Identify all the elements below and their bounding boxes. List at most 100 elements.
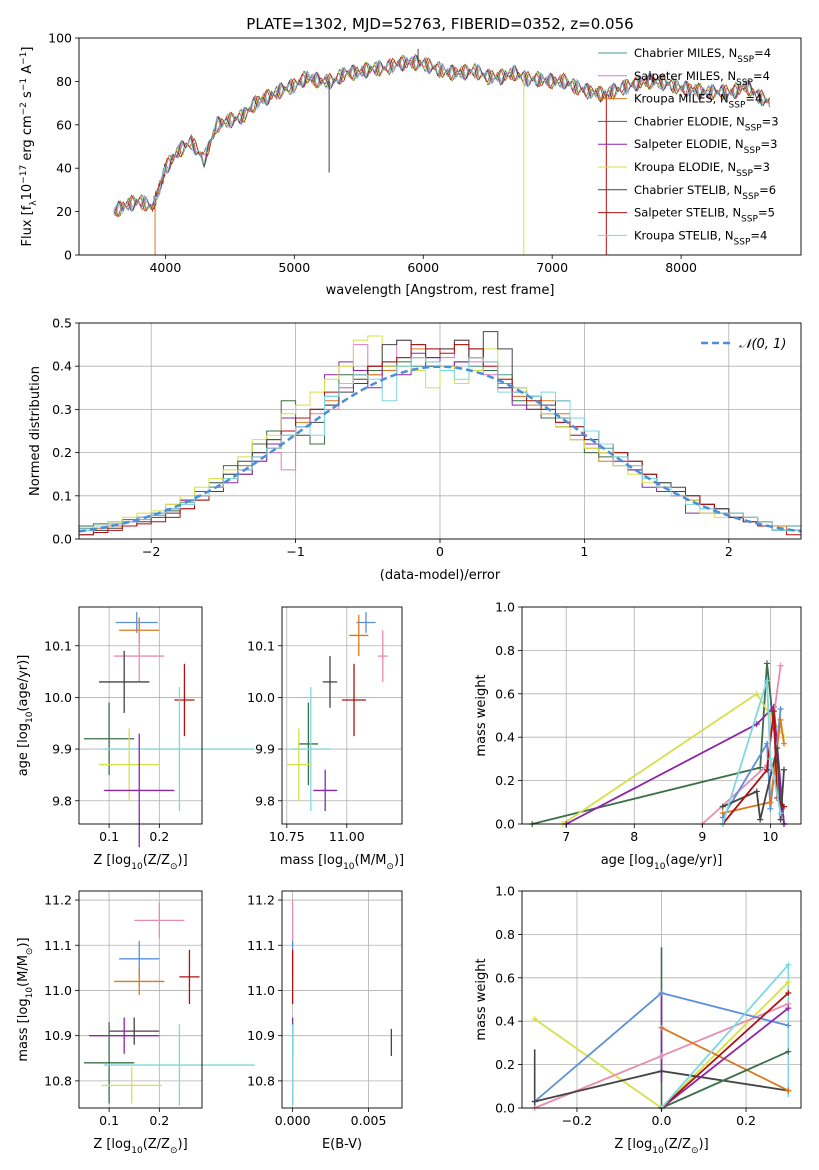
weight-point-marker — [763, 766, 770, 773]
y-tick-label: 0.2 — [495, 773, 515, 788]
label-part: SSP — [734, 237, 751, 247]
spectrum-series-line — [113, 56, 771, 217]
label-part: Z [log — [614, 1137, 652, 1152]
x-axis-label: age [log10(age/yr)] — [601, 853, 723, 872]
chart-title: PLATE=1302, MJD=52763, FIBERID=0352, z=0… — [246, 15, 633, 33]
weight-series-line — [531, 663, 785, 825]
x-tick-label: 2 — [725, 544, 733, 559]
spectrum-series-line — [113, 54, 771, 214]
x-tick-label: 11.00 — [329, 829, 365, 844]
weight-point-marker — [531, 1016, 538, 1023]
axes-frame — [521, 606, 802, 825]
label-part: )] — [178, 853, 188, 868]
gaussian-curve — [78, 365, 802, 533]
x-tick-label: −0.2 — [562, 1113, 592, 1128]
weight-point-marker — [753, 690, 760, 697]
weight-point-marker — [757, 816, 764, 823]
weight-point-marker — [757, 764, 764, 771]
y-tick-label: 20 — [56, 204, 72, 219]
legend-label: Chabrier STELIB, NSSP=6 — [634, 183, 776, 202]
y-tick-label: 11.2 — [247, 893, 275, 908]
x-tick-label: 8 — [630, 829, 638, 844]
label-part: (M/M — [16, 955, 31, 987]
label-part: −1 — [19, 52, 29, 65]
age-vs-Z-panel: 0.1 0.29.89.910.010.1Z [log10(Z/Z⊙)]age [… — [16, 606, 255, 872]
histogram-series — [78, 357, 802, 539]
label-part: =4 — [750, 228, 767, 242]
weight-point-marker — [777, 662, 784, 669]
weight-point-marker — [777, 705, 784, 712]
weight-series-line — [660, 992, 789, 1109]
x-tick-label: 0.2 — [149, 829, 169, 844]
weight-point-marker — [753, 721, 760, 728]
y-axis-label: Flux [fλ10−17 erg cm−2 s−1 A−1] — [19, 47, 39, 247]
y-axis-label: mass weight — [474, 958, 489, 1040]
weight-point-marker — [658, 1052, 665, 1059]
x-tick-label: 7 — [562, 829, 570, 844]
label-part: =6 — [759, 183, 776, 197]
x-axis-label: (data-model)/error — [380, 568, 501, 583]
weight-point-marker — [785, 989, 792, 996]
weight-point-marker — [719, 803, 726, 810]
label-part: erg cm — [20, 115, 35, 164]
x-tick-label: 0.005 — [351, 1113, 387, 1128]
weight-series-line — [661, 1050, 789, 1109]
label-part: ⊙ — [386, 862, 394, 872]
x-tick-label: 6000 — [407, 260, 439, 275]
label-part: 10 — [131, 862, 143, 872]
label-part: −1 — [19, 78, 29, 91]
y-tick-label: 0.3 — [52, 402, 72, 417]
label-part: (Z/Z — [143, 853, 170, 868]
weight-point-marker — [658, 1024, 665, 1031]
label-part: Kroupa MILES, N — [634, 92, 729, 106]
y-tick-label: 0.1 — [52, 488, 72, 503]
legend-label: Chabrier MILES, NSSP=4 — [634, 46, 771, 65]
label-part: 10 — [131, 1146, 143, 1156]
x-tick-label: 4000 — [149, 260, 181, 275]
weight-vs-Z-panel: −0.2 0.0 0.2 0.0 0.2 0.4 0.6 0.8 1.0 Z [log10(Z/Z… — [474, 884, 802, 1156]
y-tick-label: 10.0 — [44, 690, 72, 705]
mass-vs-EBV-panel: 0.000 0.005 10.8 10.9 11.0 11.1 11.2 E(B-V) — [247, 890, 403, 1152]
label-part: Chabrier STELIB, N — [634, 183, 742, 197]
y-tick-label: 10.8 — [247, 1073, 275, 1088]
y-tick-label: 10.9 — [247, 1028, 275, 1043]
label-part: −2 — [19, 102, 29, 115]
y-tick-label: 40 — [56, 161, 72, 176]
label-part: )] — [394, 853, 404, 868]
weight-point-marker — [770, 708, 777, 715]
label-part: =3 — [762, 114, 779, 128]
y-tick-label: 11.1 — [247, 938, 275, 953]
y-axis-label: mass weight — [474, 674, 489, 756]
weight-point-marker — [658, 989, 665, 996]
label-part: (Z/Z — [664, 1137, 691, 1152]
weight-point-marker — [753, 788, 760, 795]
y-tick-label: 0.4 — [52, 359, 72, 374]
y-tick-label: 0.8 — [495, 643, 515, 658]
legend-label: Salpeter ELODIE, NSSP=3 — [634, 137, 777, 156]
legend-label: Salpeter MILES, NSSP=4 — [634, 69, 770, 88]
label-part: 10 — [343, 862, 355, 872]
x-axis-label: E(B-V) — [322, 1137, 362, 1152]
axes-frame — [281, 606, 403, 825]
weight-point-marker — [777, 716, 784, 723]
y-tick-label: 1.0 — [495, 600, 515, 615]
x-tick-label: 8000 — [665, 260, 697, 275]
label-part: A — [20, 65, 35, 78]
label-part: wavelength [Angstrom, rest frame] — [326, 283, 555, 298]
label-part: Z [log — [93, 1137, 131, 1152]
label-part: Chabrier MILES, N — [634, 46, 737, 60]
label-part: SSP — [736, 169, 753, 179]
x-axis-label: Z [log10(Z/Z⊙)] — [93, 853, 187, 872]
y-tick-label: 10.1 — [247, 638, 275, 653]
y-tick-label: 0.8 — [495, 927, 515, 942]
x-tick-label: 0 — [436, 544, 444, 559]
axes-frame — [78, 890, 203, 1109]
axes-frame — [78, 606, 203, 825]
x-axis-label: Z [log10(Z/Z⊙)] — [93, 1137, 187, 1156]
label-part: λ — [29, 200, 39, 206]
weight-point-marker — [763, 677, 770, 684]
label-part: ⊙ — [170, 862, 178, 872]
x-tick-label: 0.1 — [99, 829, 119, 844]
weight-point-marker — [785, 1022, 792, 1029]
